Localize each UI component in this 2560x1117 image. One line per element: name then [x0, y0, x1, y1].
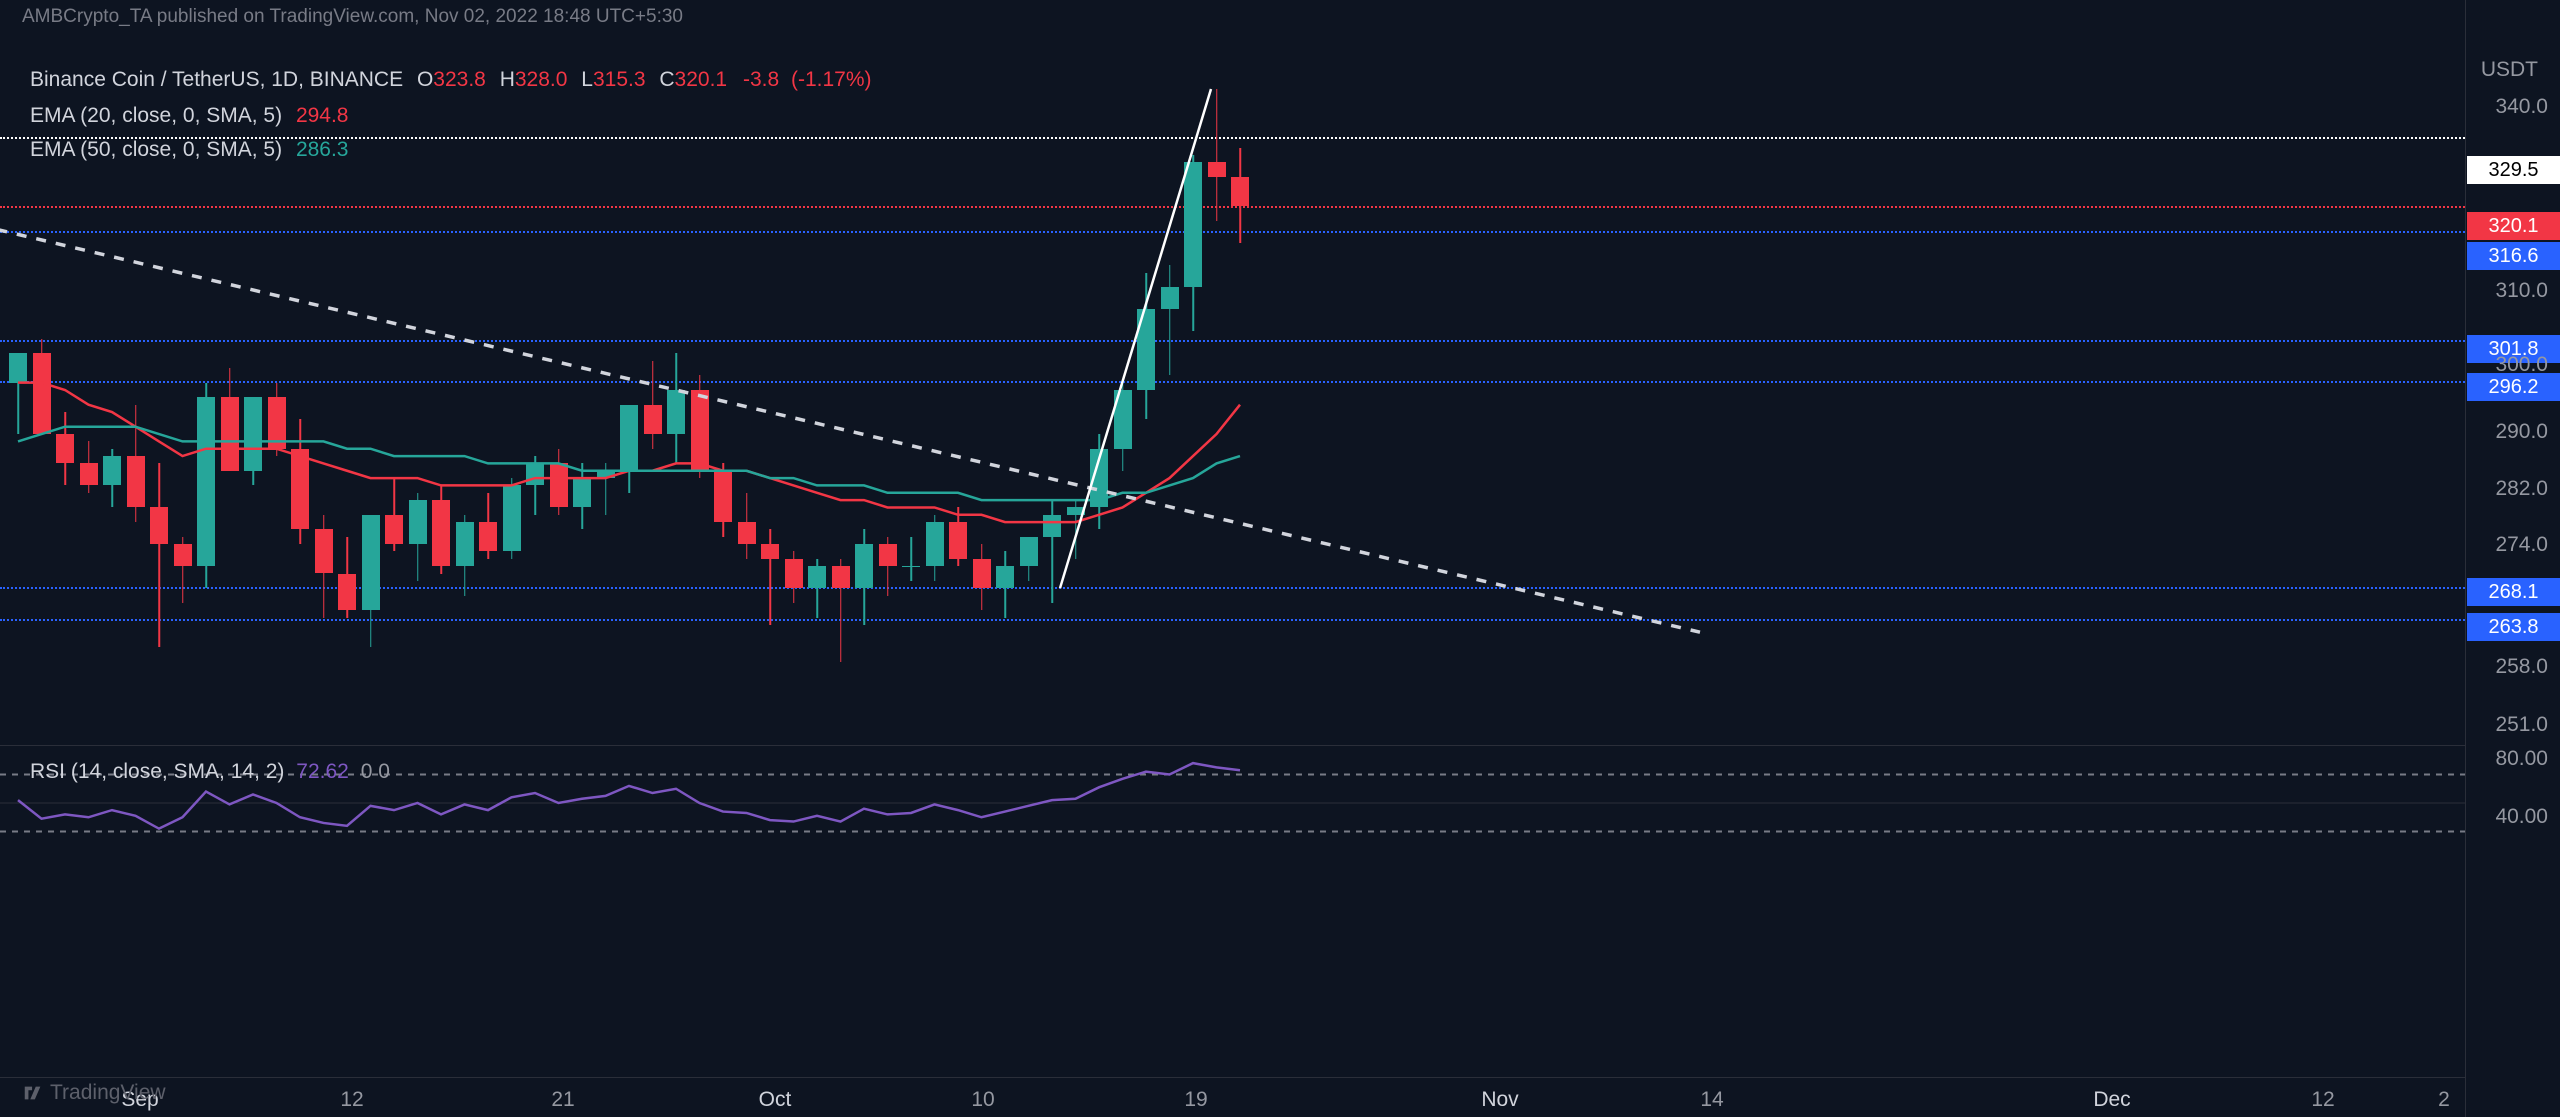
time-label: 19	[1184, 1088, 1207, 1112]
rsi-pane[interactable]: RSI (14, close, SMA, 14, 2) 72.62 0 0	[0, 745, 2465, 860]
change-pct: (-1.17%)	[791, 68, 872, 91]
change-value: -3.8	[743, 68, 779, 91]
tradingview-icon	[22, 1082, 44, 1104]
price-tick: 340.0	[2495, 95, 2548, 119]
high-label: H	[500, 68, 515, 91]
price-tag: 296.2	[2467, 373, 2560, 401]
symbol-name: Binance Coin / TetherUS, 1D, BINANCE	[30, 68, 403, 91]
ema20-label: EMA (20, close, 0, SMA, 5)	[30, 104, 282, 127]
ema20-value: 294.8	[296, 104, 349, 127]
publish-info: AMBCrypto_TA published on TradingView.co…	[22, 6, 683, 28]
time-label: 12	[340, 1088, 363, 1112]
low-value: 315.3	[593, 68, 646, 91]
rsi-tick: 40.00	[2495, 805, 2548, 829]
price-tag: 268.1	[2467, 578, 2560, 606]
open-value: 323.8	[433, 68, 486, 91]
price-tag: 329.5	[2467, 156, 2560, 184]
time-label: Oct	[759, 1088, 792, 1112]
price-tick: 310.0	[2495, 279, 2548, 303]
price-tick: 258.0	[2495, 655, 2548, 679]
rsi-zeros: 0 0	[361, 760, 390, 783]
ema50-value: 286.3	[296, 138, 349, 161]
price-tick: 251.0	[2495, 713, 2548, 737]
rsi-tick: 80.00	[2495, 747, 2548, 771]
ema50-indicator[interactable]: EMA (50, close, 0, SMA, 5) 286.3	[30, 138, 349, 162]
horizontal-line[interactable]	[0, 231, 2465, 233]
time-label: Dec	[2093, 1088, 2130, 1112]
ema50-label: EMA (50, close, 0, SMA, 5)	[30, 138, 282, 161]
time-axis[interactable]: Sep1221Oct1019Nov14Dec122	[0, 1077, 2465, 1117]
price-tag: 320.1	[2467, 212, 2560, 240]
high-value: 328.0	[515, 68, 568, 91]
price-tick: 290.0	[2495, 420, 2548, 444]
price-tag: 300.0	[2495, 353, 2548, 377]
watermark-text: TradingView	[50, 1081, 166, 1105]
time-label: 12	[2311, 1088, 2334, 1112]
symbol-ohlc-row[interactable]: Binance Coin / TetherUS, 1D, BINANCE O32…	[30, 68, 872, 92]
rsi-label: RSI (14, close, SMA, 14, 2)	[30, 760, 284, 783]
rsi-indicator-row[interactable]: RSI (14, close, SMA, 14, 2) 72.62 0 0	[30, 760, 390, 784]
chart-container: AMBCrypto_TA published on TradingView.co…	[0, 0, 2560, 1117]
time-label: 14	[1700, 1088, 1723, 1112]
low-label: L	[581, 68, 593, 91]
time-label: 2	[2438, 1088, 2450, 1112]
horizontal-line[interactable]	[0, 340, 2465, 342]
price-tick: 274.0	[2495, 533, 2548, 557]
ema20-indicator[interactable]: EMA (20, close, 0, SMA, 5) 294.8	[30, 104, 349, 128]
price-axis[interactable]: 340.0 310.0 290.0 282.0 274.0 258.0 251.0 329.5…	[2465, 0, 2560, 1117]
price-tag: 263.8	[2467, 613, 2560, 641]
price-tick: 282.0	[2495, 477, 2548, 501]
time-label: Nov	[1481, 1088, 1518, 1112]
price-chart-pane[interactable]	[0, 45, 2465, 735]
tradingview-watermark[interactable]: TradingView	[22, 1081, 166, 1105]
horizontal-line[interactable]	[0, 381, 2465, 383]
time-label: 21	[551, 1088, 574, 1112]
price-tag: 316.6	[2467, 242, 2560, 270]
close-label: C	[659, 68, 674, 91]
rsi-value: 72.62	[296, 760, 349, 783]
time-label: 10	[971, 1088, 994, 1112]
close-value: 320.1	[675, 68, 728, 91]
open-label: O	[417, 68, 433, 91]
horizontal-line[interactable]	[0, 137, 2465, 139]
